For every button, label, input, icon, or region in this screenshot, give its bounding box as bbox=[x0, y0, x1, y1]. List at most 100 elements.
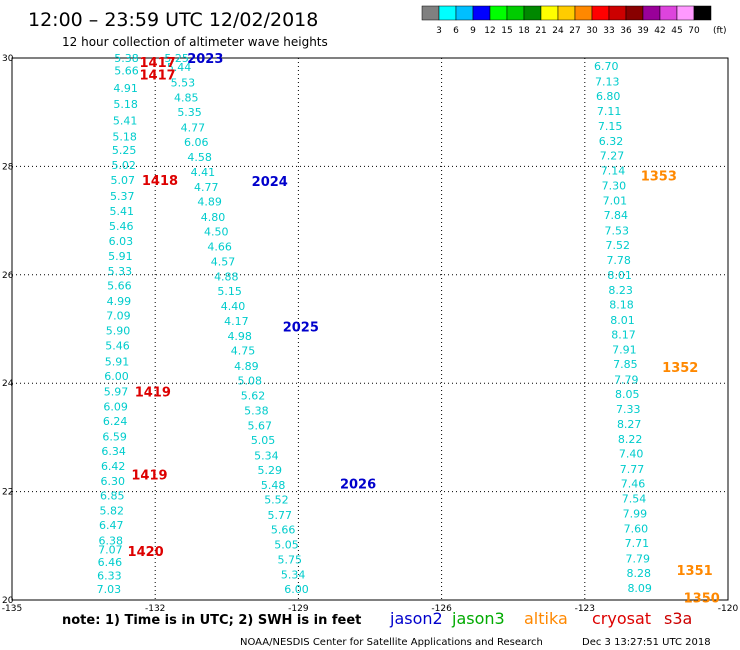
data-point-label: 7.78 bbox=[606, 254, 631, 267]
data-point-label: 5.52 bbox=[264, 494, 289, 507]
data-point-label: 4.89 bbox=[234, 360, 259, 373]
colorbar-swatch bbox=[574, 5, 593, 21]
data-point-label: 7.27 bbox=[600, 150, 625, 163]
data-point-label: 4.88 bbox=[214, 270, 239, 283]
data-point-label: 5.77 bbox=[268, 509, 293, 522]
data-point-label: 7.46 bbox=[621, 477, 646, 490]
pass-number-label: 2026 bbox=[340, 477, 376, 492]
data-point-label: 6.59 bbox=[102, 430, 127, 443]
data-point-label: 7.11 bbox=[597, 105, 622, 118]
data-point-label: 6.46 bbox=[98, 556, 123, 569]
colorbar-label: 24 bbox=[552, 26, 564, 36]
colorbar-label: 15 bbox=[501, 26, 512, 36]
colorbar-swatch bbox=[659, 5, 678, 21]
colorbar-swatch bbox=[472, 5, 491, 21]
data-point-label: 5.05 bbox=[251, 434, 276, 447]
data-point-label: 7.53 bbox=[605, 224, 630, 237]
data-point-label: 5.62 bbox=[241, 390, 266, 403]
colorbar-swatch bbox=[676, 5, 695, 21]
colorbar-label: 12 bbox=[484, 26, 495, 36]
data-point-label: 8.27 bbox=[617, 418, 642, 431]
colorbar-label: 27 bbox=[569, 26, 580, 36]
data-point-label: 6.03 bbox=[109, 235, 134, 248]
data-point-label: 6.38 bbox=[99, 534, 124, 547]
pass-number-label: 1419 bbox=[135, 385, 171, 400]
axis-ticks: -135 -132 -129 -126 -123 -120 20 22 24 26 28 30 bbox=[2, 54, 739, 614]
data-point-label: 5.18 bbox=[113, 98, 138, 111]
colorbar-label: 21 bbox=[535, 26, 546, 36]
plot-border bbox=[11, 57, 729, 601]
data-point-label: 5.91 bbox=[105, 356, 130, 369]
data-point-label: 5.35 bbox=[177, 106, 202, 119]
y-tick-label: 22 bbox=[2, 488, 13, 498]
footer-note: note: 1) Time is in UTC; 2) SWH is in fe… bbox=[62, 613, 361, 628]
data-point-label: 8.28 bbox=[626, 567, 651, 580]
legend-entry: jason2 bbox=[389, 609, 443, 628]
data-point-label: 5.02 bbox=[111, 159, 136, 172]
data-point-label: 4.77 bbox=[194, 181, 219, 194]
data-point-label: 5.66 bbox=[114, 64, 139, 77]
data-point-label: 5.33 bbox=[108, 265, 133, 278]
data-point-label: 7.79 bbox=[614, 373, 639, 386]
data-point-label: 7.85 bbox=[613, 358, 638, 371]
data-point-label: 6.00 bbox=[284, 583, 309, 596]
colorbar-swatch bbox=[455, 5, 474, 21]
data-point-label: 4.66 bbox=[207, 241, 232, 254]
data-point-label: 7.99 bbox=[623, 507, 648, 520]
data-point-label: 5.66 bbox=[107, 280, 132, 293]
colorbar-label: 39 bbox=[637, 26, 649, 36]
data-point-label: 4.58 bbox=[187, 151, 212, 164]
data-point-label: 6.80 bbox=[596, 90, 621, 103]
data-point-label: 5.07 bbox=[110, 174, 135, 187]
data-point-label: 7.15 bbox=[598, 120, 623, 133]
colorbar-label: 3 bbox=[436, 26, 442, 36]
data-point-label: 8.05 bbox=[615, 388, 640, 401]
data-point-label: 7.03 bbox=[97, 583, 122, 596]
pass-number-label: 2024 bbox=[252, 175, 288, 190]
data-point-label: 5.15 bbox=[217, 285, 242, 298]
data-point-label: 7.84 bbox=[604, 209, 629, 222]
colorbar-swatch bbox=[608, 5, 627, 21]
colorbar-swatch bbox=[506, 5, 525, 21]
x-tick-label: -135 bbox=[2, 604, 22, 614]
data-point-label: 7.13 bbox=[595, 75, 620, 88]
data-point-label: 5.18 bbox=[112, 131, 137, 144]
data-point-label: 5.53 bbox=[171, 76, 196, 89]
colorbar-swatch bbox=[438, 5, 457, 21]
legend-entry: s3a bbox=[664, 609, 692, 628]
data-point-label: 7.07 bbox=[98, 544, 123, 557]
legend-entry: cryosat bbox=[592, 609, 651, 628]
grid-lines bbox=[12, 58, 728, 600]
pass-number-label: 1418 bbox=[142, 174, 178, 189]
pass-number-label: 1417 bbox=[139, 56, 175, 71]
data-point-label: 8.01 bbox=[607, 269, 632, 282]
colorbar-swatch bbox=[489, 5, 508, 21]
data-point-label: 6.00 bbox=[104, 370, 129, 383]
colorbar-swatch bbox=[540, 5, 559, 21]
data-point-label: 5.41 bbox=[113, 114, 138, 127]
data-point-label: 5.46 bbox=[109, 220, 134, 233]
data-point-label: 5.75 bbox=[278, 553, 303, 566]
data-point-label: 6.47 bbox=[99, 519, 124, 532]
data-point-label: 4.17 bbox=[224, 315, 249, 328]
legend-entry: altika bbox=[524, 609, 568, 628]
colorbar-swatch bbox=[591, 5, 610, 21]
data-point-label: 5.41 bbox=[110, 205, 135, 218]
data-point-label: 5.38 bbox=[114, 52, 139, 65]
colorbar-label: 36 bbox=[620, 26, 632, 36]
data-point-label: 7.52 bbox=[605, 239, 630, 252]
y-tick-label: 28 bbox=[2, 162, 14, 172]
pass-number-label: 2025 bbox=[283, 320, 319, 335]
data-point-label: 6.24 bbox=[103, 415, 128, 428]
data-point-label: 4.80 bbox=[201, 211, 226, 224]
data-point-label: 5.25 bbox=[112, 144, 137, 157]
legend-entry: jason3 bbox=[451, 609, 505, 628]
data-point-label: 8.18 bbox=[609, 299, 634, 312]
data-point-label: 7.60 bbox=[624, 522, 649, 535]
x-tick-label: -132 bbox=[145, 604, 165, 614]
data-point-label: 5.66 bbox=[271, 524, 296, 537]
colorbar-label: 9 bbox=[470, 26, 476, 36]
data-point-label: 5.97 bbox=[104, 385, 129, 398]
colorbar-swatch bbox=[693, 5, 712, 21]
